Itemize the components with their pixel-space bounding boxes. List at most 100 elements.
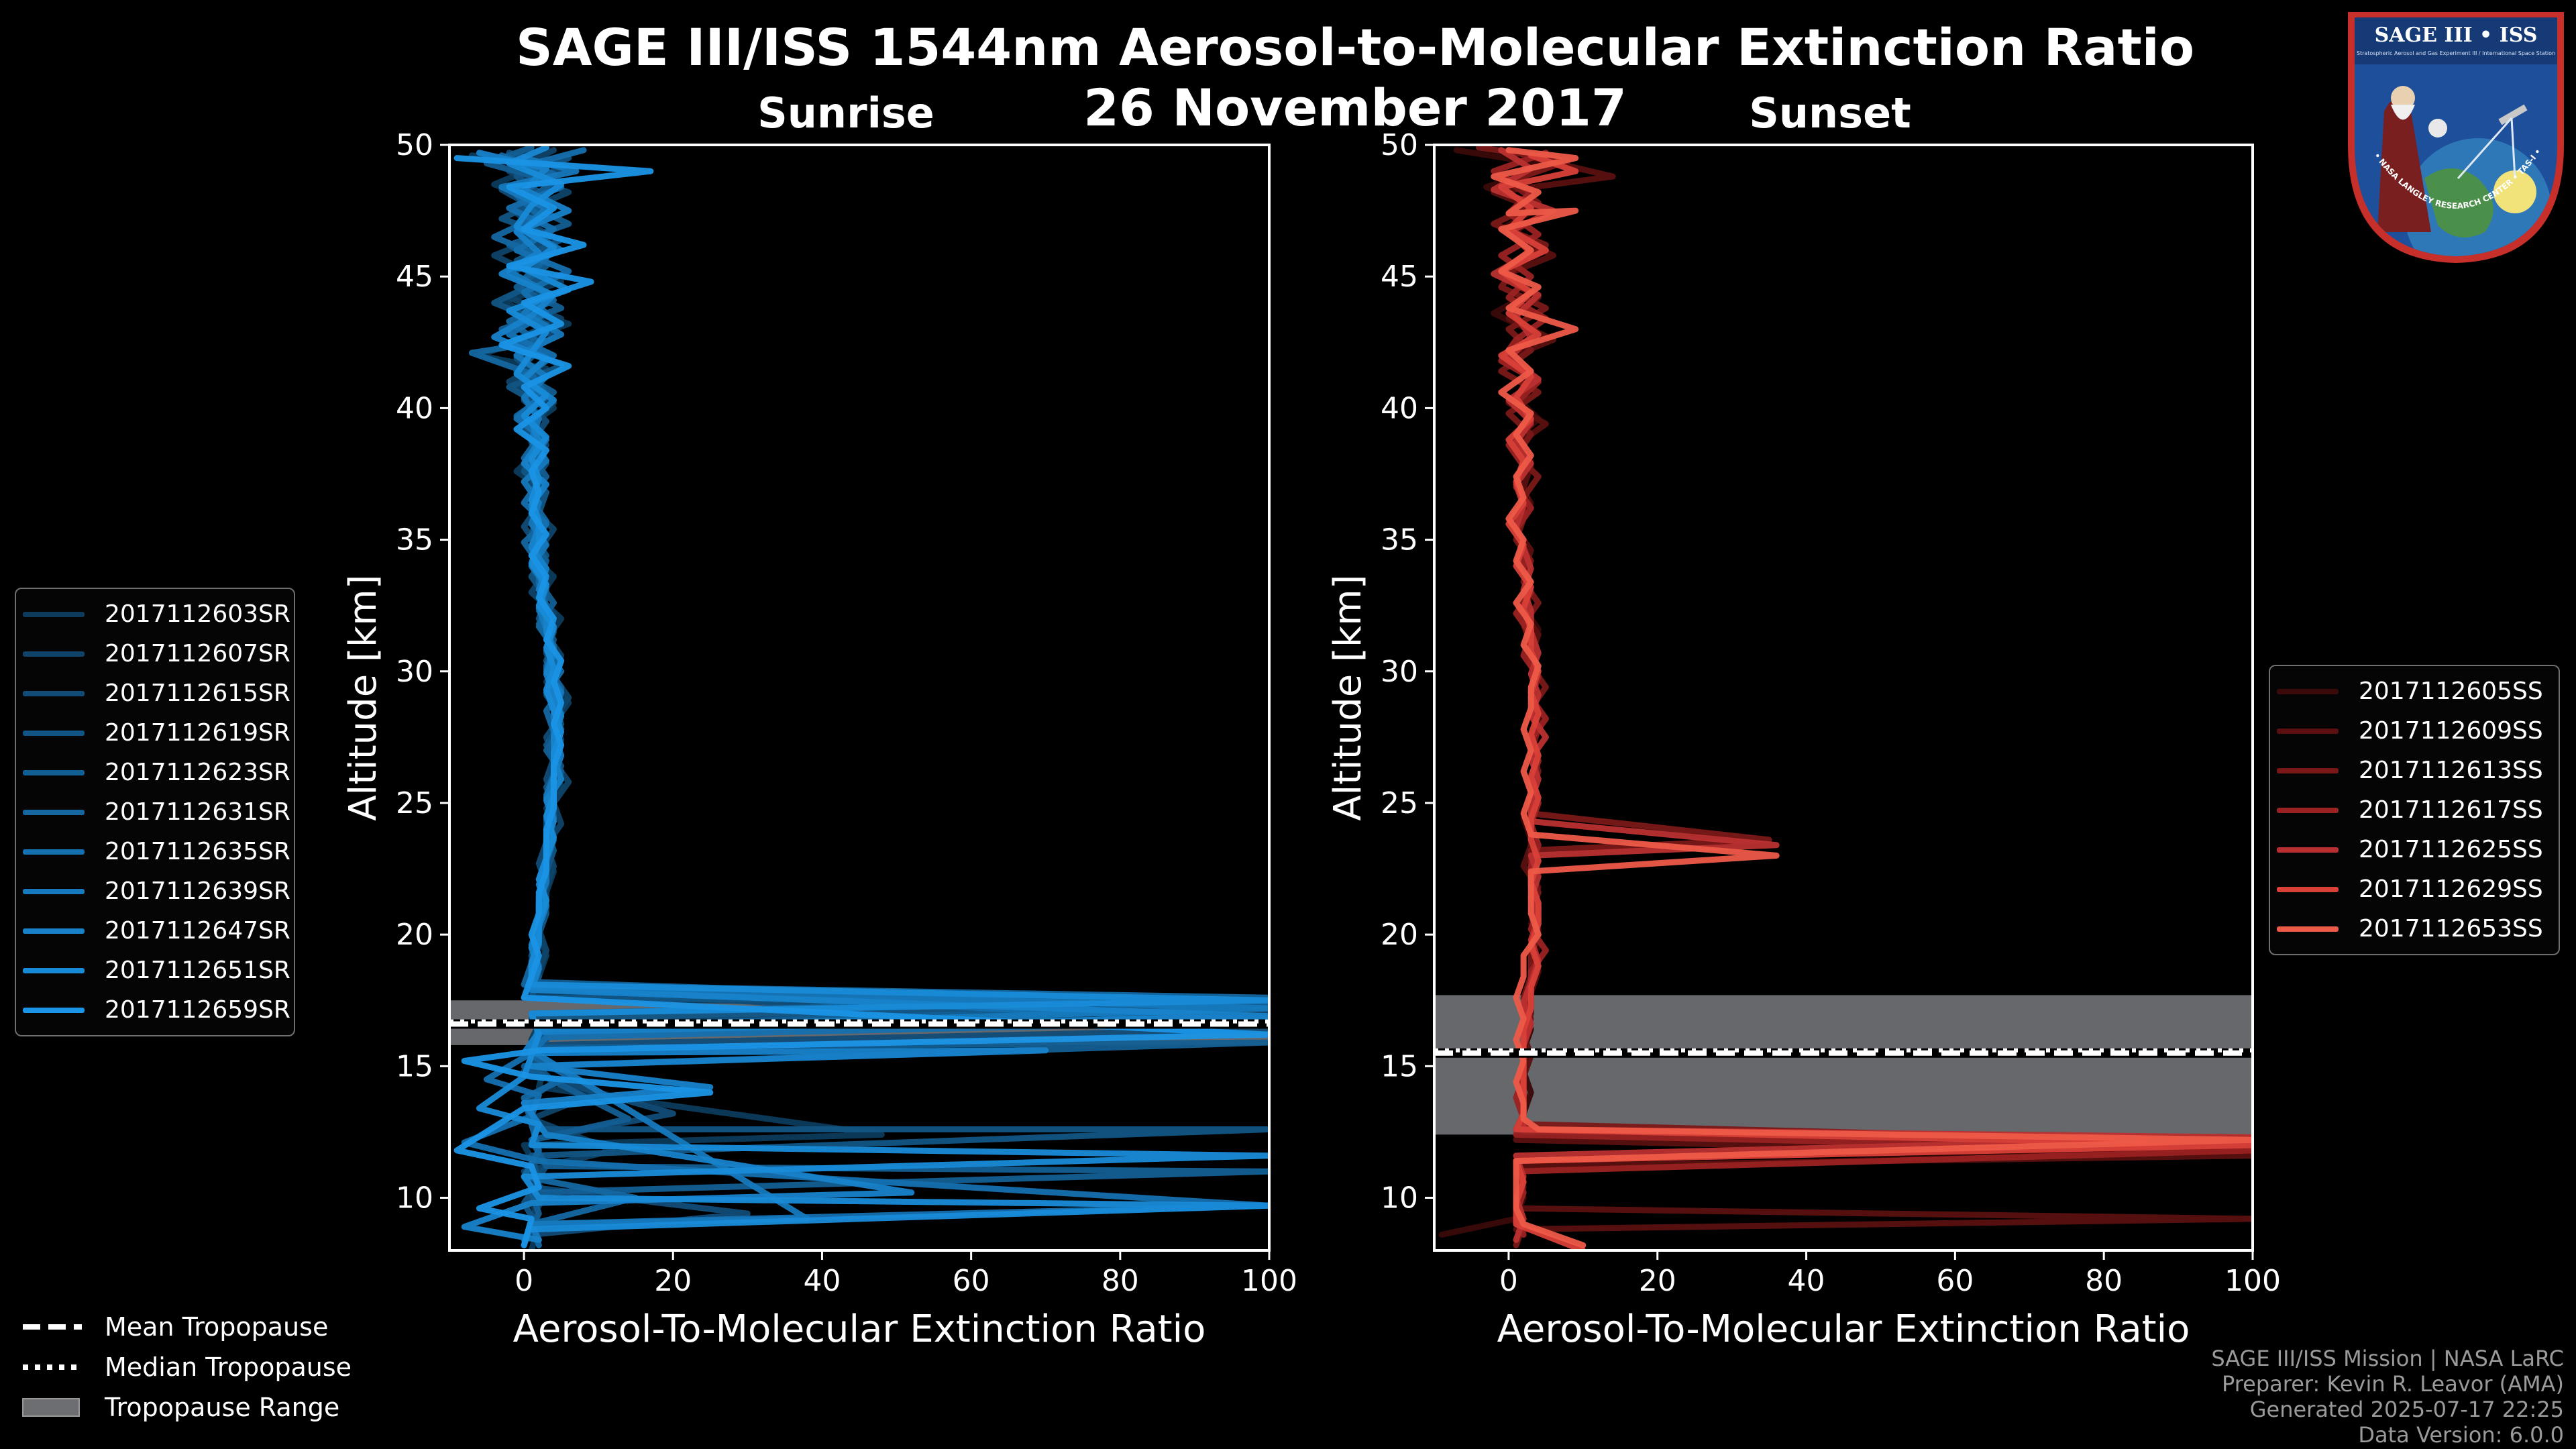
legend-row-range: Tropopause Range <box>20 1387 396 1428</box>
yaxis-label-sunrise: Altitude [km] <box>341 574 385 820</box>
legend-swatch <box>23 888 85 894</box>
legend-swatch <box>23 730 85 736</box>
range-swatch <box>22 1398 80 1417</box>
xaxis-label-sunrise: Aerosol-To-Molecular Extinction Ratio <box>513 1307 1206 1351</box>
legend-label: 2017112605SS <box>2359 678 2543 705</box>
panel-title-sunset: Sunset <box>1749 89 1911 138</box>
legend-item-2017112623SR: 2017112623SR <box>16 753 294 792</box>
legend-label: 2017112629SS <box>2359 875 2543 903</box>
legend-label: 2017112653SS <box>2359 915 2543 943</box>
legend-item-2017112651SR: 2017112651SR <box>16 951 294 990</box>
ytick-label-sunset-50: 50 <box>1381 128 1418 162</box>
legend-label: 2017112631SR <box>105 798 290 826</box>
legend-swatch <box>23 769 85 775</box>
legend-item-2017112647SR: 2017112647SR <box>16 911 294 951</box>
xtick-label-sunset-60: 60 <box>1936 1264 1974 1298</box>
sage-mission-badge: SAGE III • ISS Stratospheric Aerosol and… <box>2341 3 2568 263</box>
ytick-label-sunrise-15: 15 <box>396 1049 433 1083</box>
xtick-label-sunrise-0: 0 <box>515 1264 533 1298</box>
legend-label: 2017112609SS <box>2359 717 2543 745</box>
legend-swatch <box>23 967 85 973</box>
ytick-label-sunrise-35: 35 <box>396 523 433 557</box>
credit-version: Data Version: 6.0.0 <box>2358 1422 2564 1448</box>
ytick-label-sunset-20: 20 <box>1381 918 1418 952</box>
xtick-label-sunset-80: 80 <box>2085 1264 2123 1298</box>
credit-generated: Generated 2025-07-17 22:25 <box>2249 1397 2564 1422</box>
legend-item-2017112615SR: 2017112615SR <box>16 674 294 713</box>
legend-swatch <box>2277 728 2339 734</box>
legend-label: 2017112639SR <box>105 877 290 905</box>
ytick-label-sunset-35: 35 <box>1381 523 1418 557</box>
legend-label: 2017112647SR <box>105 917 290 945</box>
series-line-2017112659SR <box>453 155 1269 1248</box>
legend-label: 2017112613SS <box>2359 757 2543 784</box>
xtick-label-sunset-0: 0 <box>1499 1264 1518 1298</box>
legend-item-2017112625SS: 2017112625SS <box>2270 830 2559 869</box>
credits: SAGE III/ISS Mission | NASA LaRC Prepare… <box>2211 1346 2564 1448</box>
ytick-label-sunset-15: 15 <box>1381 1049 1418 1083</box>
legend-row-mean: Mean Tropopause <box>20 1307 396 1347</box>
ytick-label-sunset-30: 30 <box>1381 655 1418 689</box>
ytick-label-sunrise-30: 30 <box>396 655 433 689</box>
legend-label-range: Tropopause Range <box>105 1393 340 1422</box>
legend-item-2017112631SR: 2017112631SR <box>16 792 294 832</box>
legend-label: 2017112607SR <box>105 640 290 667</box>
plot-frame-sunrise <box>448 144 1271 1252</box>
legend-label: 2017112625SS <box>2359 836 2543 863</box>
ytick-label-sunrise-10: 10 <box>396 1181 433 1216</box>
legend-label: 2017112651SR <box>105 957 290 984</box>
xtick-label-sunrise-40: 40 <box>803 1264 841 1298</box>
legend-label: 2017112635SR <box>105 838 290 865</box>
panel-title-sunrise: Sunrise <box>757 89 934 138</box>
legend-item-2017112639SR: 2017112639SR <box>16 871 294 911</box>
legend-swatch <box>2277 807 2339 813</box>
series-line-2017112619SR <box>491 155 1269 1233</box>
legend-item-2017112659SR: 2017112659SR <box>16 990 294 1030</box>
legend-swatch <box>2277 926 2339 932</box>
legend-item-2017112607SR: 2017112607SR <box>16 634 294 674</box>
xtick-label-sunset-40: 40 <box>1788 1264 1825 1298</box>
legend-item-2017112619SR: 2017112619SR <box>16 713 294 753</box>
legend-swatch <box>23 1007 85 1013</box>
legend-item-2017112603SR: 2017112603SR <box>16 594 294 634</box>
figure-title: SAGE III/ISS 1544nm Aerosol-to-Molecular… <box>515 17 2195 77</box>
legend-label: 2017112623SR <box>105 759 290 786</box>
xtick-label-sunrise-100: 100 <box>1241 1264 1297 1298</box>
tropopause-range-sunset <box>1434 995 2253 1135</box>
legend-item-2017112653SS: 2017112653SS <box>2270 909 2559 949</box>
ytick-label-sunrise-20: 20 <box>396 918 433 952</box>
legend-swatch <box>23 809 85 815</box>
xtick-label-sunset-100: 100 <box>2224 1264 2281 1298</box>
legend-swatch <box>2277 767 2339 773</box>
credit-preparer: Preparer: Kevin R. Leavor (AMA) <box>2221 1371 2564 1397</box>
legend-label: 2017112615SR <box>105 680 290 707</box>
legend-label-mean: Mean Tropopause <box>105 1312 329 1342</box>
ytick-label-sunset-10: 10 <box>1381 1181 1418 1216</box>
ytick-label-sunset-25: 25 <box>1381 786 1418 820</box>
ytick-label-sunrise-45: 45 <box>396 260 433 294</box>
series-line-2017112629SS <box>1498 152 2253 1250</box>
legend-swatch <box>2277 688 2339 694</box>
legend-label: 2017112603SR <box>105 600 290 628</box>
plot-frame-sunset <box>1433 144 2254 1252</box>
xtick-label-sunrise-60: 60 <box>953 1264 990 1298</box>
legend-label-median: Median Tropopause <box>105 1352 352 1382</box>
legend-label: 2017112617SS <box>2359 796 2543 824</box>
series-line-2017112615SR <box>498 150 1269 1238</box>
plot-area-sunset <box>1434 145 2253 1250</box>
xaxis-label-sunset: Aerosol-To-Molecular Extinction Ratio <box>1497 1307 2190 1351</box>
median-dot-swatch <box>23 1364 82 1370</box>
legend-label: 2017112619SR <box>105 719 290 747</box>
legend-swatch <box>2277 886 2339 892</box>
legend-swatch <box>23 611 85 617</box>
legend-swatch <box>23 651 85 657</box>
xtick-label-sunrise-80: 80 <box>1102 1264 1139 1298</box>
legend-swatch <box>2277 847 2339 853</box>
yaxis-label-sunset: Altitude [km] <box>1326 574 1370 820</box>
series-line-2017112647SR <box>461 150 1269 1243</box>
svg-text:Stratospheric Aerosol and Gas: Stratospheric Aerosol and Gas Experiment… <box>2357 50 2555 56</box>
xtick-label-sunset-20: 20 <box>1639 1264 1676 1298</box>
ytick-label-sunset-45: 45 <box>1381 260 1418 294</box>
plot-area-sunrise <box>449 145 1269 1250</box>
